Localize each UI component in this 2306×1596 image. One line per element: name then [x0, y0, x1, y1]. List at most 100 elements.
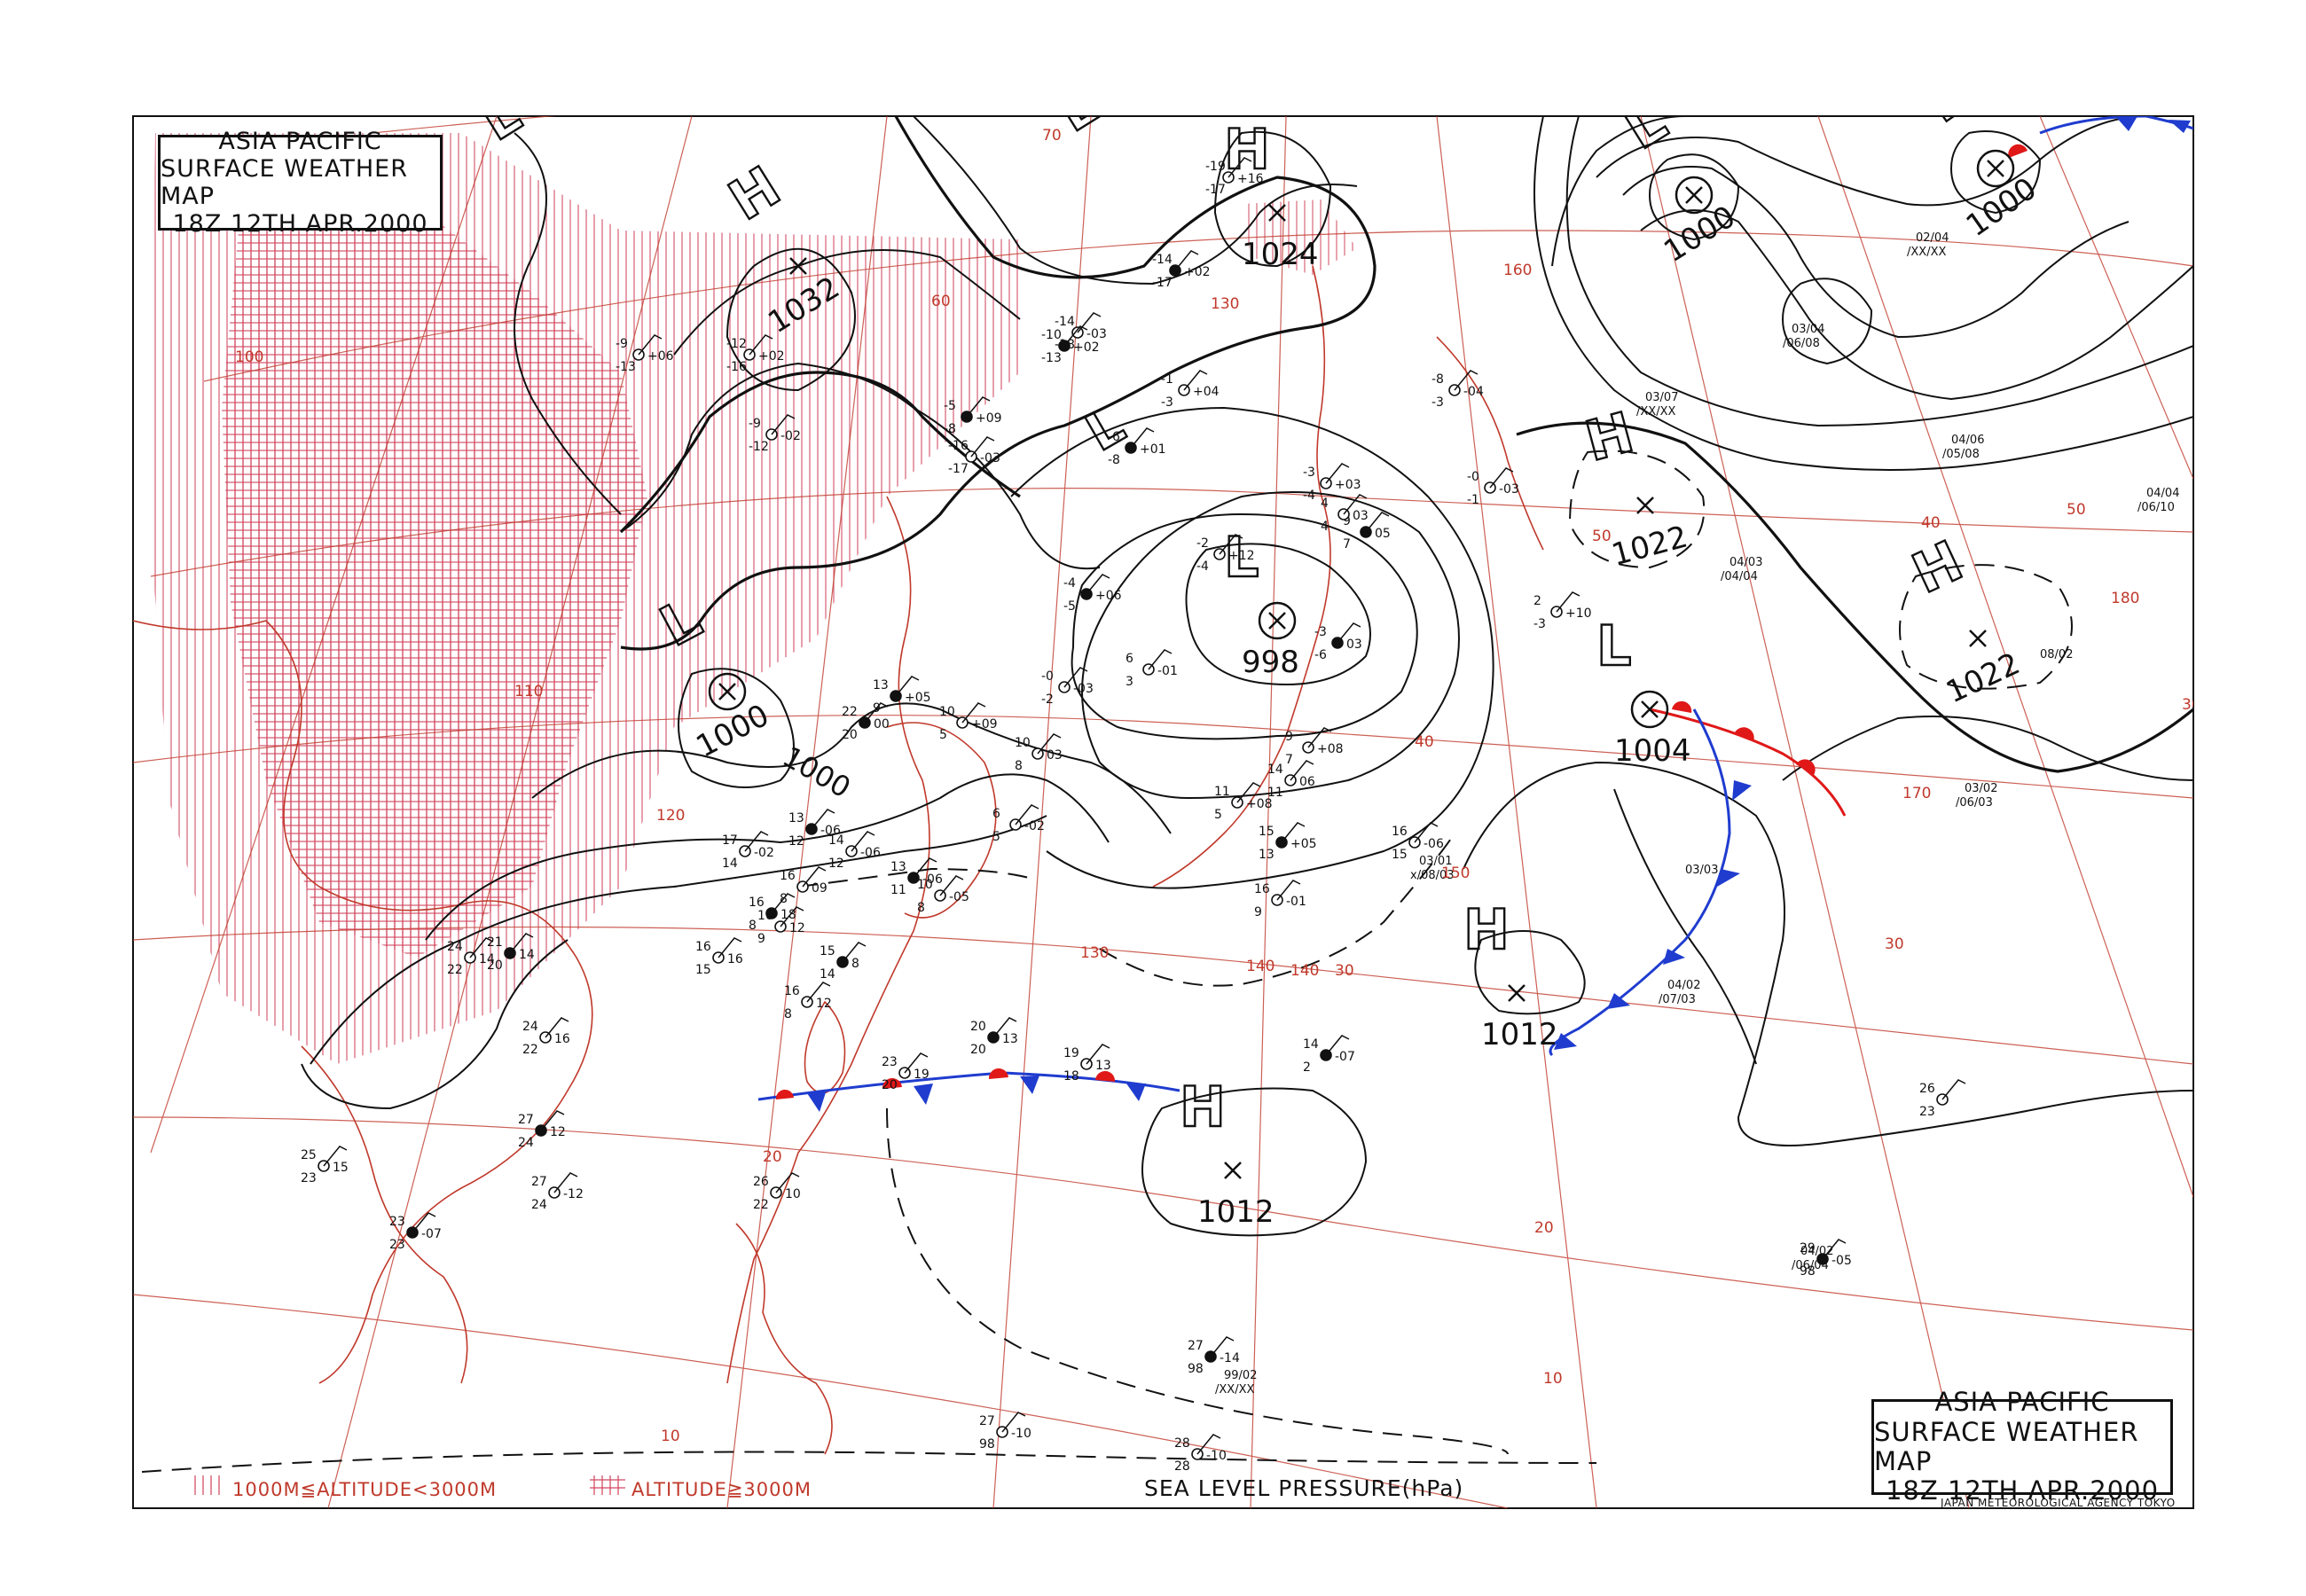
- meridian-line: [1436, 116, 1597, 1508]
- isobar-1000: [678, 668, 795, 788]
- station-dewpoint: -17: [948, 462, 969, 476]
- station-temperature: 10: [939, 705, 955, 719]
- isobar: [1551, 116, 1686, 267]
- station-temperature: -3: [1303, 466, 1315, 480]
- wind-barb: [1325, 463, 1350, 484]
- wind-barb: [553, 1172, 578, 1193]
- station-temperature: 14: [828, 833, 844, 848]
- wind-barb: [1941, 1079, 1966, 1100]
- station-temperature: 4: [1321, 497, 1329, 511]
- station-temperature: -6: [1108, 430, 1120, 444]
- station-plot: -16 -17 -03: [948, 436, 1000, 476]
- title-line-3: 18Z 12TH APR.2000: [172, 210, 428, 239]
- station-dewpoint: 11: [890, 883, 906, 897]
- station-pressure-tendency: -06: [922, 872, 943, 887]
- station-pressure-tendency: -06: [1424, 837, 1444, 851]
- ship-report: 03/01x/08/03: [1410, 855, 1455, 882]
- station-pressure-tendency: +02: [1184, 265, 1211, 279]
- wind-barb: [540, 1110, 565, 1131]
- station-dewpoint: 20: [487, 958, 503, 973]
- center-cross: [1508, 984, 1526, 1002]
- station-pressure-tendency: 8: [851, 957, 859, 971]
- wind-barb: [1489, 467, 1514, 489]
- latitude-line-50: [150, 487, 2193, 577]
- wind-barb: [851, 831, 875, 852]
- wind-barb: [1037, 733, 1062, 755]
- pressure-value: 1012: [1197, 1194, 1275, 1230]
- wind-barb: [895, 676, 920, 697]
- dashed-isobar: [797, 867, 1030, 888]
- station-temperature: -9: [749, 417, 761, 431]
- ship-report-line: /XX/XX: [1636, 405, 1675, 419]
- station-dewpoint: 24: [531, 1198, 547, 1212]
- station-plot: -0 -1 -03: [1467, 467, 1519, 507]
- wind-barb: [1210, 1336, 1235, 1357]
- station-temperature: 26: [1919, 1082, 1935, 1096]
- pressure-value: 1004: [1614, 733, 1691, 769]
- wind-barb: [1196, 1434, 1221, 1455]
- station-plot: 11 5 +08: [1214, 782, 1273, 822]
- station-plot: 27 98 -10: [979, 1412, 1031, 1451]
- ship-report-line: 03/03: [1685, 864, 1718, 877]
- pressure-unit-label: SEA LEVEL PRESSURE(hPa): [1144, 1475, 1464, 1501]
- station-dewpoint: -6: [1314, 648, 1327, 662]
- station-dewpoint: 12: [788, 834, 804, 849]
- front-triangle: [1663, 949, 1685, 965]
- ship-report: 04/06/05/08: [1942, 434, 1984, 461]
- station-plot: 16 15 -06: [1392, 822, 1444, 862]
- front-triangle: [807, 1090, 827, 1112]
- station-dewpoint: 15: [1392, 848, 1408, 862]
- agency-credit: JAPAN METEOROLOGICAL AGENCY TOKYO: [1941, 1497, 2176, 1509]
- longitude-label: 180: [2111, 590, 2139, 607]
- center-cross: [1224, 1162, 1242, 1179]
- station-plot: 15 14 8: [820, 942, 867, 982]
- wind-barb: [1086, 1044, 1110, 1065]
- ship-report-line: 03/02: [1965, 782, 1997, 795]
- station-pressure-tendency: 05: [1375, 527, 1391, 541]
- title-line-1: ASIA PACIFIC: [218, 127, 382, 155]
- dashed-isobars: [141, 450, 2073, 1473]
- station-plot: 13 11 -06: [890, 857, 943, 897]
- station-temperature: -16: [948, 439, 969, 453]
- latitude-label: 30: [1335, 962, 1354, 980]
- station-dewpoint: 22: [447, 963, 463, 977]
- station-pressure-tendency: +05: [1290, 837, 1317, 851]
- station-plot: 10 5 +09: [939, 702, 998, 742]
- station-plot: -4 -5 +06: [1063, 574, 1122, 614]
- station-plot: 10 8 03: [1015, 733, 1063, 773]
- station-dewpoint: 5: [1214, 808, 1222, 822]
- front-semicircle: [1796, 759, 1816, 775]
- wind-barb: [1281, 822, 1306, 843]
- longitude-label: 160: [1503, 262, 1532, 279]
- station-plot: 6 5 -02: [992, 804, 1045, 844]
- station-plot: 2 -3 +10: [1533, 591, 1592, 631]
- wind-barb: [744, 831, 769, 852]
- station-dewpoint: 3: [1126, 675, 1133, 689]
- station-temperature: 11: [1214, 785, 1230, 799]
- station-temperature: 20: [970, 1020, 986, 1034]
- legend-high-altitude: ALTITUDE≧3000M: [631, 1479, 812, 1500]
- station-pressure-tendency: 13: [1095, 1059, 1111, 1073]
- front-triangle: [2115, 116, 2137, 131]
- station-plot: 9 7 +08: [1285, 727, 1344, 767]
- station-pressure-tendency: 16: [554, 1032, 570, 1046]
- pressure-value: 998: [1242, 645, 1299, 680]
- station-plot: 6 3 -01: [1126, 649, 1178, 689]
- latitude-line-30: [133, 926, 2193, 1065]
- center-cross: [1268, 612, 1286, 630]
- wind-barb: [509, 933, 534, 954]
- station-dewpoint: 11: [1267, 786, 1283, 800]
- title-line-1: ASIA PACIFIC: [1934, 1387, 2110, 1418]
- wind-barb: [1236, 782, 1261, 803]
- wind-barb: [323, 1146, 348, 1167]
- latitude-label: 20: [1534, 1219, 1554, 1237]
- longitude-label: 110: [514, 683, 543, 700]
- station-pressure-tendency: +10: [1565, 606, 1592, 621]
- station-pressure-tendency: 00: [874, 717, 890, 732]
- station-dewpoint: 9: [757, 932, 765, 946]
- coastline-kamchatka: [1436, 336, 1544, 551]
- station-dewpoint: 98: [979, 1437, 995, 1451]
- longitude-label: 140: [1246, 958, 1275, 975]
